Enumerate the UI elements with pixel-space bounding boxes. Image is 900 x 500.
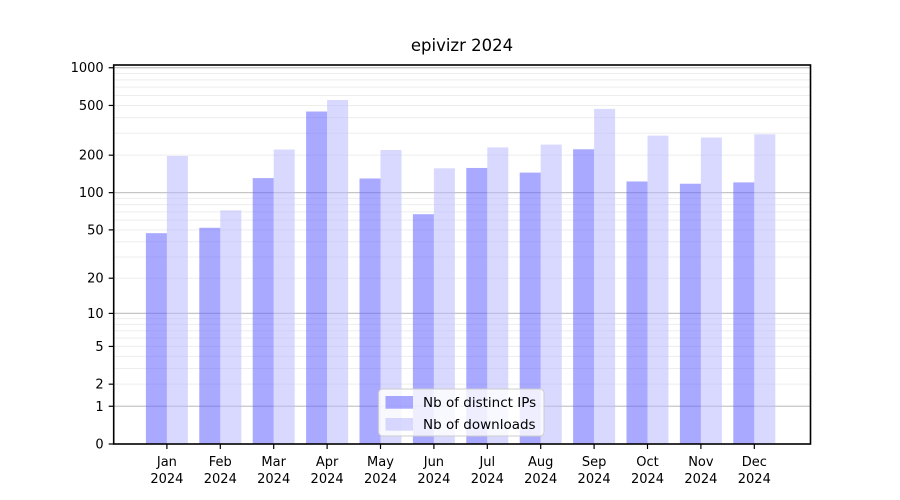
bar-ips-dec	[733, 182, 755, 444]
x-tick-label-month: Oct	[636, 455, 658, 470]
bar-downloads-feb	[220, 210, 242, 444]
x-tick-label-year: 2024	[417, 472, 450, 487]
bar-downloads-oct	[647, 135, 669, 445]
bar-downloads-aug	[540, 144, 562, 444]
bar-downloads-jun	[433, 168, 455, 445]
bar-downloads-dec	[754, 134, 776, 445]
bar-ips-jan	[145, 233, 167, 444]
bar-downloads-jan	[166, 155, 188, 445]
bar-downloads-jul	[487, 147, 509, 445]
x-tick-label-year: 2024	[150, 472, 183, 487]
x-tick-label-month: Sep	[582, 455, 607, 470]
x-tick-label-year: 2024	[524, 472, 557, 487]
bar-ips-oct	[626, 181, 648, 444]
bar-ips-may	[359, 178, 381, 444]
bar-downloads-mar	[273, 149, 295, 444]
y-tick-label: 1000	[71, 61, 104, 76]
legend-swatch-ips	[385, 396, 413, 409]
legend-label-downloads: Nb of downloads	[423, 417, 536, 433]
bar-downloads-sep	[594, 108, 616, 444]
legend: Nb of distinct IPs Nb of downloads	[378, 388, 545, 437]
bar-ips-nov	[679, 183, 701, 444]
y-axis-ticks: 0 1 2 5 10 20 50 100 200 500 1000	[71, 61, 114, 453]
chart-title: epivizr 2024	[411, 36, 513, 55]
x-tick-label-month: Nov	[688, 455, 714, 470]
bar-ips-mar	[252, 178, 274, 445]
x-tick-label-year: 2024	[257, 472, 290, 487]
y-tick-label: 200	[79, 149, 104, 164]
x-tick-label-year: 2024	[204, 472, 237, 487]
bars-group	[145, 99, 776, 445]
x-tick-label-month: Mar	[261, 455, 286, 470]
legend-box	[378, 388, 545, 437]
plot-frame	[112, 64, 812, 445]
y-tick-label: 5	[95, 340, 103, 355]
x-tick-label-month: Jun	[423, 455, 444, 470]
y-tick-label: 10	[87, 307, 104, 322]
legend-label-ips: Nb of distinct IPs	[423, 395, 536, 411]
y-tick-label: 1	[95, 400, 103, 415]
x-tick-label-month: Aug	[528, 455, 553, 470]
x-tick-label-year: 2024	[684, 472, 717, 487]
x-tick-label-year: 2024	[471, 472, 504, 487]
x-tick-label-month: Feb	[209, 455, 232, 470]
x-tick-label-month: Apr	[316, 455, 339, 470]
y-tick-label: 0	[95, 438, 103, 453]
legend-swatch-downloads	[385, 418, 413, 431]
y-tick-label: 2	[95, 378, 103, 393]
bar-ips-feb	[199, 227, 221, 444]
x-tick-label-month: Jan	[156, 455, 177, 470]
bar-ips-aug	[519, 172, 541, 444]
y-tick-label: 100	[79, 186, 104, 201]
x-tick-label-month: Dec	[742, 455, 767, 470]
bar-ips-jun	[412, 214, 434, 444]
bar-ips-jul	[466, 167, 488, 444]
x-tick-label-year: 2024	[631, 472, 664, 487]
x-tick-label-month: May	[367, 455, 394, 470]
bar-downloads-may	[380, 150, 402, 444]
y-tick-label: 50	[87, 223, 104, 238]
x-tick-label-year: 2024	[578, 472, 611, 487]
x-tick-label-month: Jul	[478, 455, 495, 470]
x-axis-ticks: Jan 2024 Feb 2024 Mar 2024 Apr 2024 May 2024 Jun 20…	[150, 444, 771, 487]
bar-downloads-nov	[700, 137, 722, 444]
bar-downloads-apr	[327, 99, 349, 445]
x-tick-label-year: 2024	[364, 472, 397, 487]
bar-ips-sep	[573, 149, 595, 444]
bar-ips-apr	[306, 111, 328, 445]
x-tick-label-year: 2024	[311, 472, 344, 487]
x-tick-label-year: 2024	[738, 472, 771, 487]
y-tick-label: 500	[79, 99, 104, 114]
y-tick-label: 20	[87, 272, 104, 287]
